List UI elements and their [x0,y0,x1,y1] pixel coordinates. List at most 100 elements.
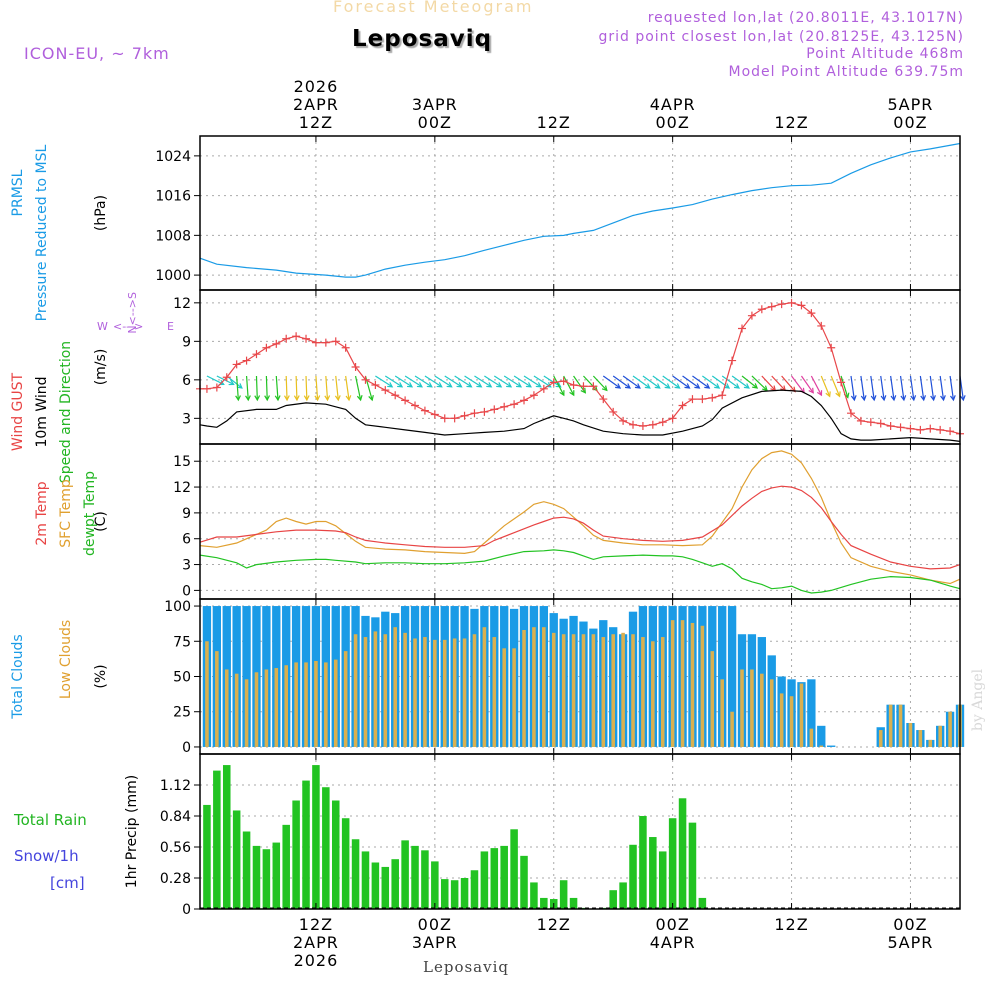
wind-direction-arrow-head [466,382,473,388]
rain-bar [381,866,390,909]
clouds-y-tick-label: 25 [173,705,191,721]
wind-direction-arrow [791,375,805,394]
bottom-time-label: 12Z [774,915,808,934]
rain-bar [371,862,380,909]
rain-bar [361,851,370,909]
gust-marker [539,384,548,393]
gust-marker [450,414,459,423]
gust-marker [797,301,806,310]
clouds-y-tick-label: 0 [182,740,191,756]
wind-direction-arrow-head [416,382,423,388]
low-cloud-bar [482,627,487,747]
gust-marker [599,395,608,404]
low-cloud-bar [324,662,328,747]
gust-marker [460,411,469,420]
bottom-time-label: 00Z [893,915,927,934]
gust-marker [232,360,241,369]
rain-bar [411,845,419,909]
rain-bar [302,780,310,909]
pressure-y-tick-label: 1008 [155,228,191,244]
clouds-y-tick-label: 100 [164,599,191,615]
wind-direction-arrow-head [314,395,321,402]
top-time-label: 5APR [888,95,934,114]
wind-direction-arrow-head [724,383,731,389]
low-cloud-bar [383,634,388,747]
top-time-label: 00Z [418,113,452,132]
rain-bar [629,844,637,909]
wind-direction-arrow-head [860,395,867,402]
wind-direction-arrow-head [324,395,331,402]
gust-marker [212,383,221,392]
wind-direction-arrow-head [486,382,493,388]
top-time-label: 12Z [299,113,333,132]
grid-point-coordinates: grid point closest lon,lat (20.8125E, 43… [598,29,964,45]
temperature-y-tick-label: 9 [182,506,191,522]
gust-marker [747,311,756,320]
rain-bar [530,882,538,909]
wind-direction-arrow [484,375,502,388]
low-cloud-bar [938,725,942,747]
precip-frame [199,753,961,910]
compass-west: W [97,320,108,333]
wind-direction-arrow-head [644,383,651,389]
gust-marker [906,424,915,433]
gust-marker [549,378,558,387]
top-time-label: 12Z [774,113,808,132]
wind-direction-arrow-head [816,390,823,397]
credit-watermark: by Angel [970,668,986,732]
rain-bar [262,849,271,909]
rain-bar [213,770,221,909]
clouds-y-tick-label: 50 [173,670,191,686]
wind-direction-arrow-head [476,382,483,388]
gust-marker [718,391,727,400]
station-title: Leposaviq [352,26,493,52]
pressure-side-label: Pressure Reduced to MSL [34,144,50,321]
wind-direction-arrow [553,375,565,396]
wind-direction-arrow [711,375,730,389]
pressure-line [199,142,961,278]
low-cloud-bar [621,632,625,747]
low-cloud-bar [799,683,804,747]
total-cloud-bar [718,606,727,747]
wind-direction-arrow-head [870,395,877,402]
rain-bar [331,800,340,909]
wind-direction-arrow [335,375,339,401]
wind-direction-arrow-head [303,395,310,402]
low-cloud-bar [442,639,447,747]
rain-bar [401,840,409,909]
low-cloud-bar [700,625,705,747]
wind-direction-arrow [434,375,452,388]
bottom-time-label: 12Z [537,915,571,934]
low-cloud-bar [571,634,576,747]
top-time-label: 00Z [655,113,689,132]
gust-marker [886,422,895,431]
low-cloud-bar [948,711,952,747]
rain-bar [232,810,241,909]
compass-horizontal-arrow: <---> [113,320,143,333]
wind-direction-arrow [781,375,796,392]
rain-bar [619,882,627,909]
gust-marker [569,380,578,389]
low-cloud-bar [581,634,586,747]
wind-direction-arrow [454,375,472,388]
gust-marker [926,424,935,433]
dewpt-line [199,549,961,594]
rain-bar [678,798,687,909]
wind-direction-arrow-head [559,390,565,397]
wind-direction-arrow [414,375,433,388]
wind-direction-arrow-head [880,395,887,402]
gust-marker [430,410,439,419]
low-cloud-bar [532,627,536,747]
wind-direction-arrow [761,375,776,391]
low-cloud-bar [670,620,675,747]
total-cloud-bar [807,679,816,747]
gust-marker [827,343,836,352]
gust-marker [262,343,271,352]
bottom-time-label: 00Z [418,915,452,934]
wind-direction-arrow-head [535,382,542,388]
gust-marker [420,406,429,415]
model-point-altitude: Model Point Altitude 639.75m [728,64,964,80]
wind-direction-arrow [305,375,308,401]
rain-bar [203,804,211,909]
precip-y-tick-label: 0 [182,902,191,918]
